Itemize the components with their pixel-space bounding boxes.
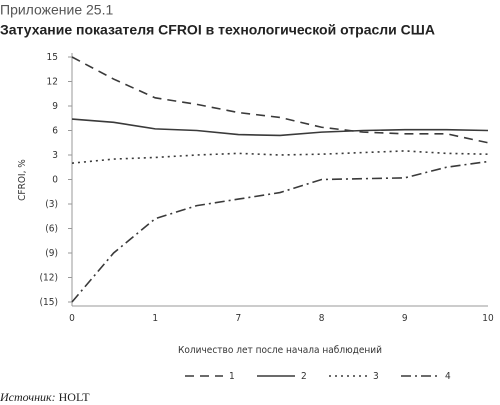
caption: Приложение 25.1: [0, 2, 113, 18]
y-tick-label: (9): [45, 248, 58, 259]
series-line: [71, 56, 489, 144]
x-tick-label: 1: [152, 313, 158, 324]
y-tick-label: 15: [47, 52, 58, 63]
legend-label: 2: [301, 371, 307, 382]
y-tick-label: 9: [52, 101, 58, 112]
y-tick-label: (6): [45, 224, 58, 235]
source: Источник: HOLT: [0, 390, 90, 404]
x-tick-label: 8: [319, 313, 325, 324]
x-axis-label: Количество лет после начала наблюдений: [178, 344, 382, 356]
y-tick-label: 6: [52, 126, 58, 137]
y-tick-label: 12: [47, 77, 58, 88]
x-tick-label: 0: [69, 313, 75, 324]
source-text: HOLT: [59, 390, 91, 404]
source-label: Источник:: [0, 390, 56, 404]
series-line: [71, 150, 489, 164]
x-tick-label: 9: [402, 313, 408, 324]
legend-label: 3: [373, 371, 379, 382]
series-line: [71, 118, 489, 137]
x-tick-label: 7: [236, 313, 242, 324]
y-tick-label: 0: [52, 175, 58, 186]
y-tick-label: (3): [45, 199, 58, 210]
y-tick-label: (15): [40, 297, 58, 308]
series-line: [71, 160, 489, 303]
y-tick-label: (12): [40, 273, 58, 284]
x-tick-label: 10: [482, 313, 494, 324]
y-tick-label: 3: [52, 150, 58, 161]
legend-label: 4: [445, 371, 451, 382]
chart-title: Затухание показателя CFROI в технологиче…: [0, 22, 435, 38]
y-axis-label: CFROI, %: [17, 159, 28, 201]
legend-label: 1: [229, 371, 235, 382]
